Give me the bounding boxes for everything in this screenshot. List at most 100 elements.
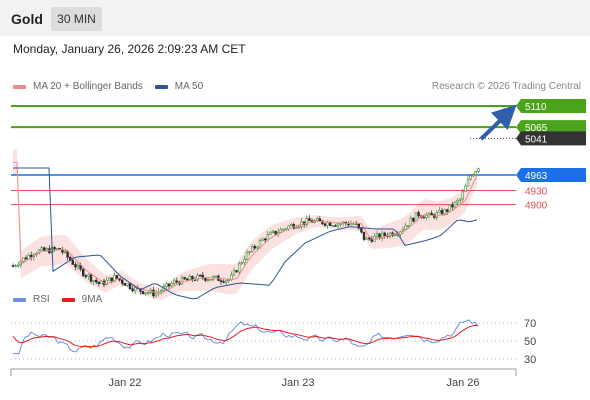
- candle-body: [464, 185, 467, 192]
- candle-body: [108, 277, 111, 281]
- candle-body: [430, 212, 433, 216]
- chart-datetime: Monday, January 26, 2026 2:09:23 AM CET: [13, 42, 246, 56]
- candle-body: [196, 274, 199, 281]
- candle-body: [279, 228, 282, 233]
- price-legend: MA 20 + Bollinger Bands MA 50: [13, 81, 215, 92]
- candle-body: [141, 290, 145, 294]
- candle-body: [365, 237, 368, 240]
- legend-label-ma20: MA 20 + Bollinger Bands: [33, 81, 143, 92]
- candle-body: [238, 263, 241, 273]
- candle-body: [461, 191, 464, 200]
- candle-body: [240, 262, 243, 265]
- candle-body: [261, 238, 264, 241]
- candle-body: [232, 270, 236, 276]
- candle-body: [154, 292, 158, 297]
- candle-body: [315, 218, 319, 221]
- level-lines: [11, 104, 516, 206]
- legend-swatch-ma20: [13, 84, 26, 89]
- candle-body: [134, 287, 137, 292]
- level-label-resistance: 5065: [525, 123, 548, 134]
- time-axis: Jan 22 Jan 23 Jan 26: [10, 368, 517, 389]
- forecast-arrow: [479, 104, 517, 141]
- candle-body: [443, 209, 446, 215]
- ma20-line: [13, 161, 478, 295]
- candle-body: [219, 280, 223, 282]
- legend-label-9ma: 9MA: [81, 294, 103, 305]
- candle-body: [97, 281, 101, 285]
- candle-body: [404, 225, 407, 230]
- moving-averages: [13, 161, 478, 300]
- bollinger-band-area: [13, 149, 477, 301]
- candle-body: [412, 217, 415, 222]
- timeframe-button[interactable]: 30 MIN: [51, 7, 102, 31]
- candle-body: [186, 278, 189, 281]
- candle-body: [76, 264, 80, 268]
- rsi-panel: 70 50 30: [11, 318, 536, 366]
- candle-body: [414, 212, 418, 222]
- candle-body: [214, 275, 217, 278]
- candle-body: [328, 222, 332, 226]
- level-tag-resistance: [516, 120, 586, 135]
- candle-body: [121, 279, 124, 284]
- candle-body: [222, 281, 225, 283]
- candle-body: [225, 280, 228, 283]
- candle-body: [445, 209, 449, 212]
- level-label-last-price: 5041: [525, 134, 548, 145]
- candle-body: [323, 223, 327, 226]
- candle-body: [448, 204, 451, 212]
- candle-body: [469, 175, 472, 180]
- candle-body: [167, 283, 171, 287]
- rsi-ma-line: [12, 324, 479, 348]
- chart-header: Gold 30 MIN: [0, 0, 590, 36]
- candle-body: [152, 289, 155, 297]
- candle-body: [321, 220, 324, 225]
- ma50-line: [13, 167, 478, 300]
- legend-item-9ma: 9MA: [61, 294, 103, 305]
- candle-body: [24, 257, 28, 260]
- candle-body: [331, 225, 334, 227]
- candle-body: [245, 252, 249, 260]
- candle-body: [266, 234, 269, 240]
- candle-body: [466, 178, 470, 187]
- candle-body: [227, 279, 230, 281]
- candle-body: [409, 217, 412, 226]
- candle-body: [297, 225, 301, 228]
- x-tick-label: Jan 26: [446, 377, 479, 389]
- rsi-tick-label: 50: [524, 336, 536, 348]
- candle-body: [235, 270, 238, 273]
- candle-body: [27, 254, 30, 260]
- rsi-legend: RSI 9MA: [13, 294, 114, 305]
- candle-body: [253, 246, 256, 249]
- candle-body: [417, 212, 420, 217]
- rsi-line: [13, 319, 479, 355]
- candle-body: [147, 292, 150, 294]
- candle-body: [126, 283, 129, 286]
- candle-body: [175, 280, 178, 283]
- candle-body: [206, 279, 210, 281]
- candle-body: [425, 214, 428, 219]
- candle-body: [87, 274, 90, 277]
- candle-body: [243, 259, 246, 263]
- level-label-support: 4900: [525, 201, 548, 212]
- candle-body: [308, 218, 311, 221]
- candle-body: [406, 225, 410, 227]
- candle-body: [458, 198, 462, 201]
- candle-body: [362, 231, 366, 240]
- legend-item-ma50: MA 50: [154, 81, 203, 92]
- candle-body: [258, 240, 262, 248]
- legend-item-rsi: RSI: [13, 294, 50, 305]
- candle-body: [160, 290, 163, 293]
- candle-body: [477, 168, 480, 172]
- candle-body: [271, 230, 275, 233]
- candle-body: [360, 227, 363, 233]
- candle-body: [295, 227, 298, 229]
- candle-body: [204, 277, 207, 281]
- candle-body: [165, 283, 168, 288]
- candle-body: [263, 238, 267, 241]
- rsi-tick-label: 70: [524, 318, 536, 330]
- candle-body: [375, 233, 379, 237]
- instrument-title: Gold: [11, 11, 43, 27]
- candle-body: [274, 230, 277, 235]
- candle-body: [131, 288, 134, 292]
